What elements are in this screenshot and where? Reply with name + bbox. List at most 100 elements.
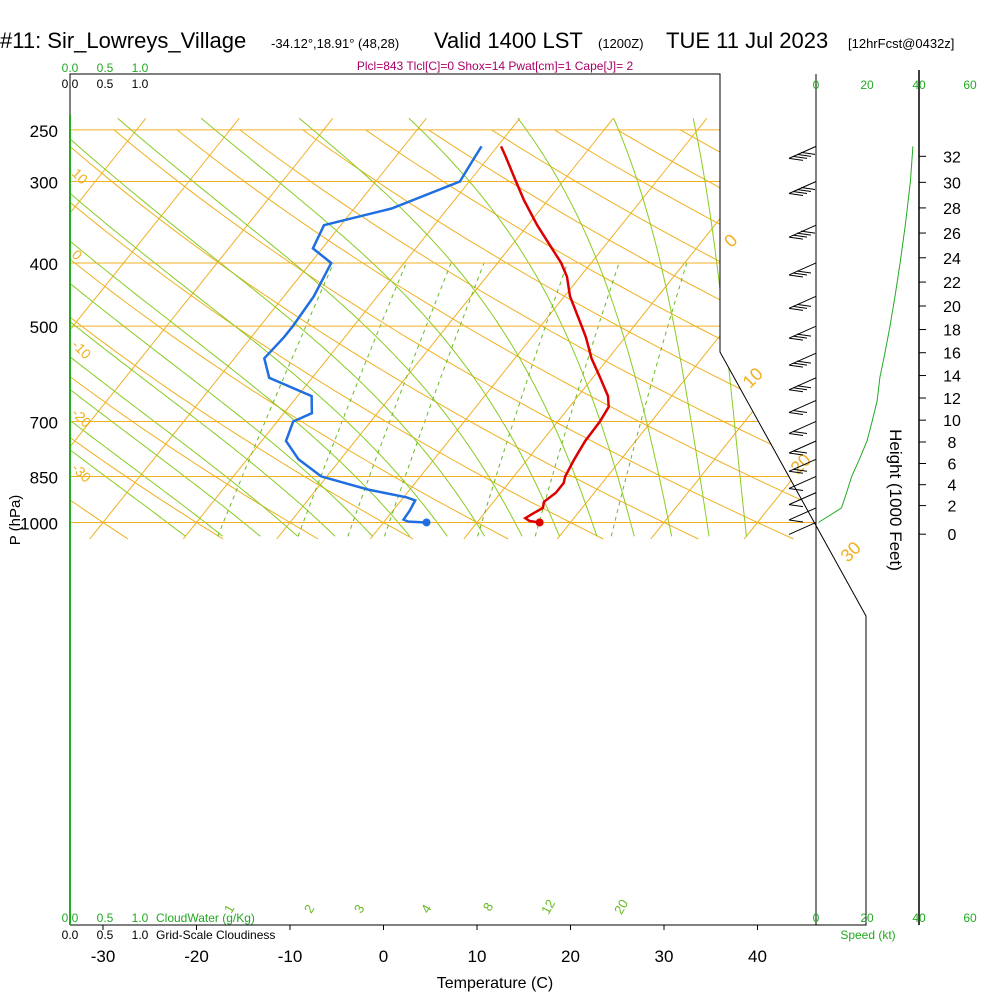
height-tick-label: 4 [948,478,957,495]
mixing-ratio-line [347,262,452,537]
isotherm-line [369,117,708,540]
cloudwater-scale-top: 0.5 [97,61,114,75]
pressure-tick-label: 250 [30,122,58,141]
wind-speed-curve [818,146,914,523]
mixing-ratio-line [384,262,485,537]
wind-scale-bottom: 0 [813,911,820,925]
wind-barb-flag [796,385,812,389]
wind-barb-flag [788,364,804,368]
mixing-ratio-label: 8 [480,900,497,914]
wind-barb-flag [792,450,808,454]
wind-barb [788,522,817,535]
pressure-tick-label: 300 [30,174,58,193]
y-axis-label: P (hPa) [7,495,24,546]
height-tick-label: 30 [943,175,961,192]
pressure-tick-label: 1000 [20,514,58,533]
wind-barb-flag [792,409,808,413]
theta-label: 10 [739,364,767,392]
pressure-tick-label: 850 [30,468,58,487]
x-axis-label: Temperature (C) [437,975,553,992]
wind-barb-flag [788,504,804,508]
moist-adiabat-line [298,117,598,537]
mixing-ratio-line [477,262,568,537]
height-tick-label: 8 [948,435,957,452]
wind-barb-flag [792,335,808,339]
dry-adiabat-line [0,130,33,539]
wind-barb-flag [788,411,804,415]
isotherm-label: -30 [69,460,95,486]
height-tick-label: 10 [943,413,961,430]
dry-adiabat-line [70,129,319,540]
moist-adiabat-line [692,118,747,537]
wind-barb-flag [788,519,804,523]
wind-barb-flag [796,303,812,307]
theta-label: 0 [720,230,741,251]
dry-adiabat-line [70,129,129,540]
cloudiness-scale-bottom: 1.0 [132,928,149,942]
cloudwater-scale-bottom: 0.0 [62,911,79,925]
pressure-tick-label: 400 [30,255,58,274]
isotherm-line [70,117,334,540]
wind-barb-flag [788,432,804,436]
wind-barb-flag [792,191,808,194]
wind-barb [788,475,817,489]
moist-adiabat-line [70,117,486,537]
wind-barb-flag [792,272,808,276]
height-tick-label: 24 [943,251,961,268]
wind-scale-top: 20 [860,78,874,92]
wind-barb-flag [796,270,812,274]
wind-barb-flag [796,189,812,192]
mixing-ratio-label: 20 [611,897,631,917]
wind-barb-flag [792,430,808,434]
wind-barb-flag [800,230,816,234]
mixing-ratio-label: 4 [418,902,435,916]
wind-barb-flag [796,232,812,236]
temperature-profile [499,145,610,524]
zulu-time: (1200Z) [598,36,644,51]
wind-scale-top: 0 [813,78,820,92]
wind-barb-flag [788,337,804,341]
wind-scale-bottom: 60 [963,911,977,925]
wind-barb-flag [792,468,808,472]
wind-scale-bottom: 40 [912,911,926,925]
dry-adiabat-line [113,129,794,540]
height-tick-label: 26 [943,226,961,243]
isotherm-line [931,118,1000,539]
wind-barb-flag [788,193,804,196]
wind-barb-flag [788,389,804,393]
wind-barb-flag [788,274,804,278]
station-title: #11: Sir_Lowreys_Village [0,28,247,53]
dry-adiabat-line [70,129,414,540]
pressure-tick-label: 500 [30,318,58,337]
height-tick-label: 2 [948,499,957,516]
moist-adiabat-line [70,117,261,537]
wind-barb-flag [788,487,804,491]
isotherm-line [743,117,866,540]
wind-scale-bottom: 20 [860,911,874,925]
wind-barb-flag [792,155,808,159]
wind-barb-flag [792,387,808,391]
mixing-ratio-label: 12 [538,897,558,917]
dry-adiabat-line [743,129,866,540]
x-tick-label: 0 [379,947,388,966]
wind-barb-flag [796,153,812,157]
height-tick-label: 28 [943,201,961,218]
moist-adiabat-line [70,117,298,537]
temperature-surface-marker [535,518,544,527]
cloudwater-label: CloudWater (g/Kg) [156,911,255,925]
dry-adiabat-line [995,130,1000,539]
mixing-ratio-label: 2 [301,902,318,916]
dry-adiabat-line [70,129,604,540]
dry-adiabat-line [70,129,224,540]
wind-barb-flag [788,307,804,311]
mixing-ratio-label: 3 [351,902,368,916]
moist-adiabat-line [70,117,224,537]
moist-adiabat-line [613,118,710,537]
x-tick-label: 20 [561,947,580,966]
moist-adiabat-line [517,117,673,537]
wind-barb-flag [792,362,808,366]
cloudiness-scale-bottom: 0.5 [97,928,114,942]
moist-adiabat-line [70,117,448,537]
moist-adiabat-line [70,117,373,537]
